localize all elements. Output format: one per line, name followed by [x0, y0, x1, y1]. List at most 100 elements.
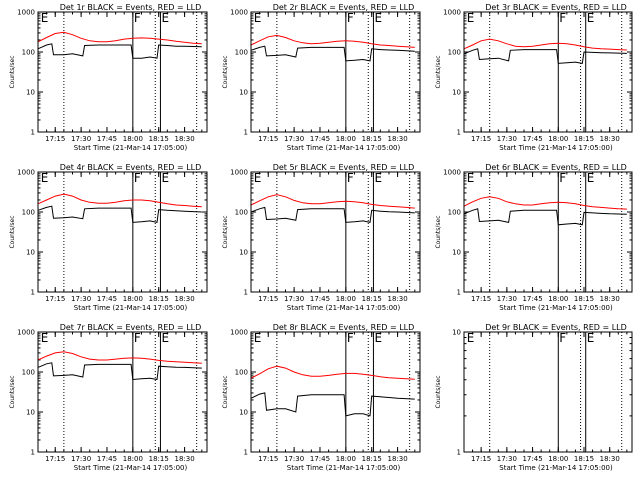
panel-7-frame: [37, 331, 208, 453]
panel-7-xtick-label: 18:15: [149, 455, 169, 463]
panel-6-marker-label: F: [559, 171, 566, 185]
panel-1-marker-label: F: [134, 11, 141, 25]
panel-3-title: Det 3r BLACK = Events, RED = LLD: [485, 3, 627, 12]
panel-4-lld-series-line: [37, 193, 202, 208]
panel-2-marker-label: E: [374, 11, 382, 25]
panel-8-xtick-label: 18:15: [362, 455, 382, 463]
panel-7-xlabel: Start Time (21-Mar-14 17:05:00): [74, 464, 188, 472]
panel-3-xtick-label: 17:15: [471, 135, 491, 143]
panel-4-xtick-label: 18:15: [149, 295, 169, 303]
panel-4-ytick-label: 1000: [17, 169, 35, 177]
panel-3-ytick-label: 100: [448, 49, 461, 57]
panel-8-ytick-label: 100: [235, 369, 248, 377]
panel-9-frame: [463, 331, 633, 453]
panel-1-xtick-label: 17:15: [45, 135, 65, 143]
panel-7-xtick-label: 18:00: [123, 455, 143, 463]
panel-9-xtick-label: 18:15: [574, 455, 594, 463]
panel-6-ylabel: Counts/sec: [435, 215, 442, 248]
panel-8-ytick-label: 1000: [230, 329, 248, 337]
panel-2-xtick-label: 17:15: [258, 135, 278, 143]
panel-1-xtick-label: 17:30: [71, 135, 91, 143]
panel-9-xtick-label: 17:30: [497, 455, 517, 463]
panel-6-title: Det 6r BLACK = Events, RED = LLD: [485, 163, 627, 172]
panel-3-events-series-line: [463, 48, 627, 64]
panel-7-marker-label: F: [134, 331, 141, 345]
panel-3-ylabel: Counts/sec: [435, 55, 442, 88]
panel-9-xlabel: Start Time (21-Mar-14 17:05:00): [499, 464, 613, 472]
panel-2-ytick-label: 10: [239, 89, 248, 97]
panel-2-title: Det 2r BLACK = Events, RED = LLD: [273, 3, 415, 12]
panel-8-title: Det 8r BLACK = Events, RED = LLD: [273, 323, 415, 332]
panel-7-ytick-label: 100: [22, 369, 35, 377]
panel-9-xtick-label: 18:00: [548, 455, 568, 463]
panel-9-ylabel: Counts/sec: [435, 375, 442, 408]
panel-6-marker-label: E: [467, 171, 475, 185]
panel-7-xtick-label: 17:15: [45, 455, 65, 463]
panel-8-marker-label: F: [347, 331, 354, 345]
panel-5-marker-label: F: [347, 171, 354, 185]
panel-1-xtick-label: 18:15: [149, 135, 169, 143]
panel-2-ytick-label: 1: [244, 129, 248, 137]
panel-1-xtick-label: 18:00: [123, 135, 143, 143]
panel-9-xtick-label: 17:15: [471, 455, 491, 463]
panel-4-events-series-line: [37, 205, 202, 224]
panel-4-xtick-label: 17:30: [71, 295, 91, 303]
panel-5-marker-label: E: [374, 171, 382, 185]
panel-6-ytick-label: 100: [448, 209, 461, 217]
panel-6-ytick-label: 1: [457, 289, 461, 297]
panel-8-ytick-label: 10: [239, 409, 248, 417]
panel-1-marker-label: E: [41, 11, 49, 25]
panel-1-ylabel: Counts/sec: [9, 55, 16, 88]
panel-1-events-series-line: [37, 43, 202, 59]
panel-2-events-series-line: [250, 45, 415, 62]
panel-5-ytick-label: 100: [235, 209, 248, 217]
panel-4-marker-label: E: [41, 171, 49, 185]
panel-7-events-series-line: [37, 362, 202, 381]
panel-5-frame: [250, 171, 421, 293]
panel-6-marker-label: E: [587, 171, 595, 185]
panel-1-ytick-label: 1000: [17, 9, 35, 17]
panel-3-xtick-label: 18:30: [600, 135, 620, 143]
panel-2-xlabel: Start Time (21-Mar-14 17:05:00): [287, 144, 401, 152]
panel-1-xtick-label: 18:30: [174, 135, 194, 143]
panel-3-marker-label: E: [587, 11, 595, 25]
panel-8-xtick-label: 17:30: [284, 455, 304, 463]
panel-9-xtick-label: 17:45: [522, 455, 542, 463]
panel-9-marker-label: E: [467, 331, 475, 345]
panel-5-xtick-label: 17:15: [258, 295, 278, 303]
panel-7-xtick-label: 17:45: [97, 455, 117, 463]
panel-8-frame: [250, 331, 421, 453]
panel-7-ytick-label: 1000: [17, 329, 35, 337]
panel-8-lld-series-line: [250, 365, 415, 380]
panel-5-title: Det 5r BLACK = Events, RED = LLD: [273, 163, 415, 172]
panel-5-lld-series-line: [250, 194, 415, 209]
panel-4-xlabel: Start Time (21-Mar-14 17:05:00): [74, 304, 188, 312]
panel-2-xtick-label: 17:45: [310, 135, 330, 143]
panel-7-lld-series-line: [37, 351, 202, 364]
panel-6-xtick-label: 18:15: [574, 295, 594, 303]
panel-6-xtick-label: 18:30: [600, 295, 620, 303]
panel-5-marker-label: E: [254, 171, 262, 185]
panel-7-marker-label: E: [161, 331, 169, 345]
panel-3-ytick-label: 1: [457, 129, 461, 137]
panel-8-ytick-label: 1: [244, 449, 248, 457]
panel-4-marker-label: F: [134, 171, 141, 185]
panel-3-ytick-label: 1000: [443, 9, 461, 17]
panel-4-xtick-label: 17:45: [97, 295, 117, 303]
panel-5-xtick-label: 17:45: [310, 295, 330, 303]
panel-5-xtick-label: 18:30: [387, 295, 407, 303]
panel-8-xlabel: Start Time (21-Mar-14 17:05:00): [287, 464, 401, 472]
panel-6-ytick-label: 1000: [443, 169, 461, 177]
panel-7-xtick-label: 17:30: [71, 455, 91, 463]
panel-3-marker-label: E: [467, 11, 475, 25]
panel-2-xtick-label: 17:30: [284, 135, 304, 143]
panel-1-xtick-label: 17:45: [97, 135, 117, 143]
panel-7-ytick-label: 10: [26, 409, 35, 417]
panel-3-xtick-label: 18:00: [548, 135, 568, 143]
panel-6-xtick-label: 17:15: [471, 295, 491, 303]
panel-6-lld-series-line: [463, 196, 627, 210]
panel-3-frame: [463, 11, 633, 133]
panel-8-xtick-label: 18:00: [336, 455, 356, 463]
panel-9-marker-label: E: [587, 331, 595, 345]
panel-2-xtick-label: 18:00: [336, 135, 356, 143]
